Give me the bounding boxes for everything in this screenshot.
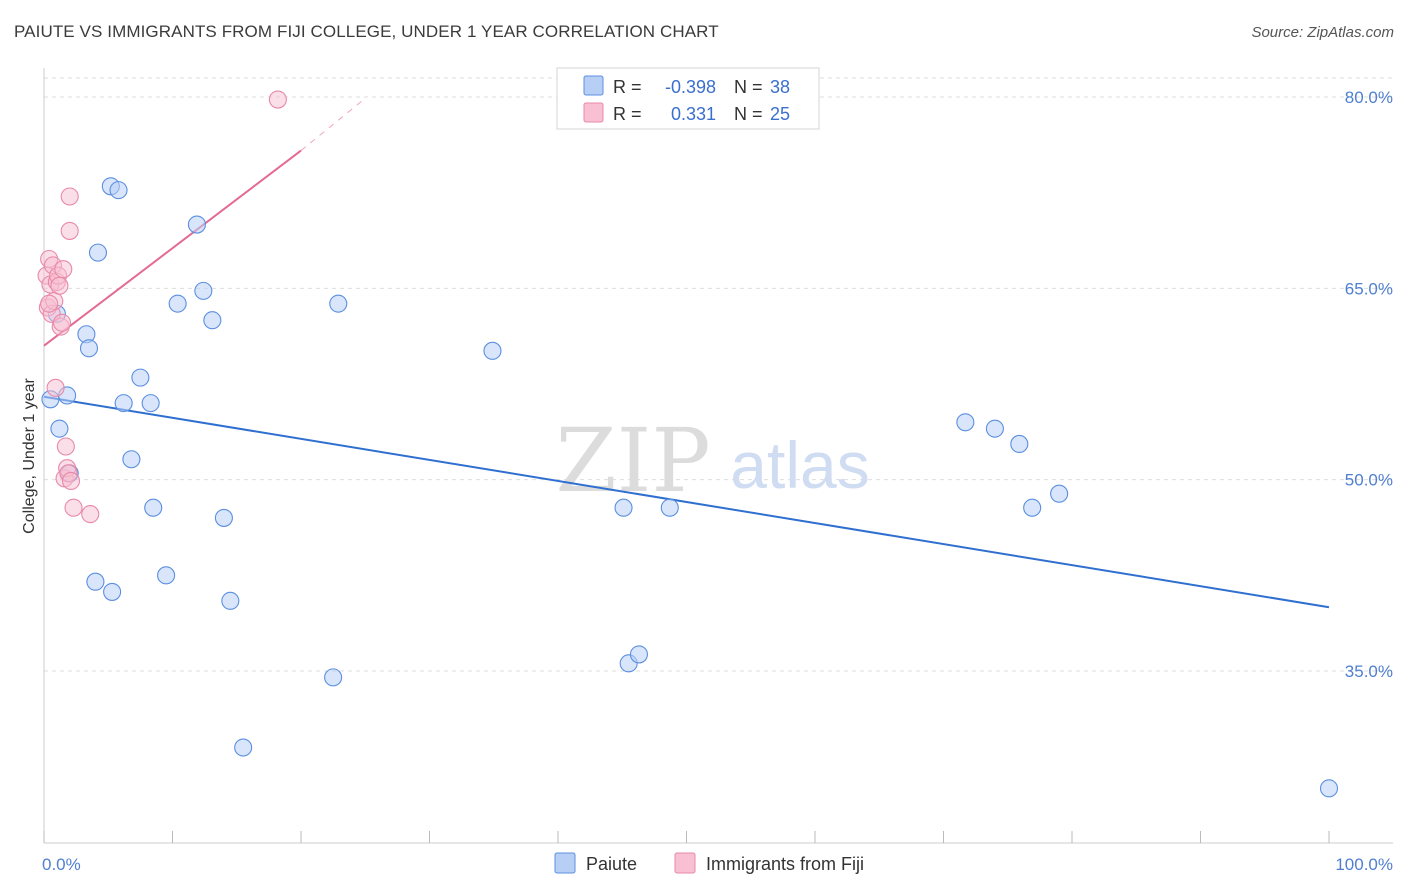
data-point-paiute xyxy=(1010,434,1029,454)
data-point-paiute xyxy=(629,645,649,664)
trendline-fiji xyxy=(43,149,302,347)
points-layer xyxy=(37,90,1339,798)
x-tick-label: 0.0% xyxy=(42,855,81,874)
data-point-fiji xyxy=(52,313,72,332)
data-point-fiji xyxy=(40,294,59,313)
legend-n-label-fiji: N = xyxy=(734,104,763,124)
data-point-paiute xyxy=(1023,498,1042,517)
data-point-fiji xyxy=(54,260,73,279)
legend-r-label-paiute: R = xyxy=(613,77,642,97)
data-point-paiute xyxy=(1319,779,1339,798)
legend-n-label-paiute: N = xyxy=(734,77,763,97)
data-point-paiute xyxy=(157,566,176,585)
data-point-paiute xyxy=(956,413,975,432)
data-point-paiute xyxy=(88,243,108,262)
data-point-paiute xyxy=(483,341,502,360)
source-note: Source: ZipAtlas.com xyxy=(1251,24,1394,41)
bottom-legend-swatch-fiji xyxy=(674,852,696,874)
y-tick-label: 35.0% xyxy=(1345,662,1393,681)
legend-r-value-fiji: 0.331 xyxy=(671,104,716,124)
data-point-paiute xyxy=(50,419,69,438)
data-point-fiji xyxy=(268,90,287,109)
y-tick-label: 80.0% xyxy=(1345,88,1393,107)
grid-layer xyxy=(44,77,1393,672)
trendline-fiji-extension xyxy=(300,97,366,151)
watermark-zip: ZIP xyxy=(555,409,710,512)
bottom-legend: Paiute Immigrants from Fiji xyxy=(554,852,864,874)
legend-r-label-fiji: R = xyxy=(613,104,642,124)
data-point-fiji xyxy=(61,471,81,490)
data-point-paiute xyxy=(79,339,99,358)
trendline-layer xyxy=(43,97,1330,609)
data-point-paiute xyxy=(109,181,128,200)
data-point-paiute xyxy=(203,311,222,330)
data-point-paiute xyxy=(614,498,633,517)
legend-n-value-paiute: 38 xyxy=(770,77,790,97)
data-point-paiute xyxy=(194,281,213,300)
data-point-paiute xyxy=(114,394,133,413)
data-point-paiute xyxy=(660,498,679,517)
data-point-paiute xyxy=(187,215,206,234)
data-point-paiute xyxy=(221,591,240,610)
legend-swatch-paiute xyxy=(583,75,604,96)
data-point-paiute xyxy=(103,582,122,601)
data-point-fiji xyxy=(81,505,100,524)
legend-swatch-fiji xyxy=(583,102,604,123)
data-point-paiute xyxy=(985,419,1004,438)
data-point-paiute xyxy=(144,498,163,517)
y-tick-label: 65.0% xyxy=(1345,279,1393,298)
data-point-fiji xyxy=(50,276,69,295)
data-point-fiji xyxy=(64,498,83,517)
data-point-paiute xyxy=(131,368,150,387)
bottom-legend-swatch-paiute xyxy=(554,852,576,874)
y-axis-title: College, Under 1 year xyxy=(21,378,38,534)
chart-title: PAIUTE VS IMMIGRANTS FROM FIJI COLLEGE, … xyxy=(14,22,719,41)
data-point-paiute xyxy=(168,294,187,313)
data-point-paiute xyxy=(214,508,233,527)
data-point-paiute xyxy=(86,572,105,591)
data-point-fiji xyxy=(60,221,79,240)
data-point-paiute xyxy=(141,394,160,413)
top-legend: R = -0.398 N = 38 R = 0.331 N = 25 xyxy=(556,67,820,130)
data-point-paiute xyxy=(329,294,348,313)
trendline-paiute xyxy=(43,395,1330,609)
data-point-paiute xyxy=(122,450,141,469)
watermark-atlas: atlas xyxy=(730,428,869,502)
y-tick-label: 50.0% xyxy=(1345,471,1393,490)
watermark: ZIP atlas xyxy=(555,409,869,512)
data-point-fiji xyxy=(46,378,65,397)
legend-n-value-fiji: 25 xyxy=(770,104,790,124)
data-point-fiji xyxy=(60,187,79,206)
data-point-paiute xyxy=(324,668,343,687)
data-point-paiute xyxy=(234,738,253,757)
bottom-legend-label-paiute: Paiute xyxy=(586,854,637,874)
bottom-legend-label-fiji: Immigrants from Fiji xyxy=(706,854,864,874)
x-tick-label: 100.0% xyxy=(1335,855,1393,874)
data-point-fiji xyxy=(56,437,75,456)
data-point-paiute xyxy=(1050,484,1069,503)
axis-layer: 35.0% 50.0% 65.0% 80.0% 0.0% 100.0% College, U… xyxy=(21,68,1393,874)
legend-r-value-paiute: -0.398 xyxy=(665,77,716,97)
